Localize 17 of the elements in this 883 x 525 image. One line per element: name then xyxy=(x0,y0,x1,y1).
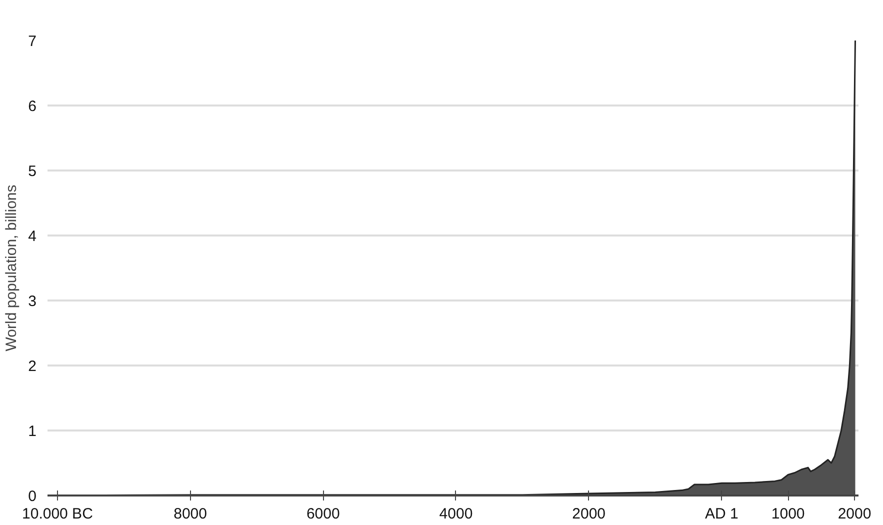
x-tick-label: 2000 xyxy=(572,506,606,522)
x-tick-label: 1000 xyxy=(771,506,805,522)
x-tick-label: 6000 xyxy=(306,506,340,522)
y-tick-label: 0 xyxy=(28,488,36,505)
x-tick-label: 8000 xyxy=(174,506,207,522)
y-tick-label: 2 xyxy=(28,358,36,375)
y-tick-label: 3 xyxy=(28,293,36,310)
x-tick-label: 10.000 BC xyxy=(22,506,94,522)
y-tick-label: 7 xyxy=(28,33,36,50)
y-tick-label: 5 xyxy=(28,163,36,180)
y-tick-label: 4 xyxy=(28,228,36,245)
y-axis-title: World population, billions xyxy=(3,184,20,352)
x-tick-label: 4000 xyxy=(439,506,473,522)
x-tick-label: AD 1 xyxy=(705,506,738,522)
y-tick-label: 6 xyxy=(28,98,36,115)
x-tick-label: 2000 xyxy=(838,506,872,522)
y-tick-label: 1 xyxy=(28,423,36,440)
